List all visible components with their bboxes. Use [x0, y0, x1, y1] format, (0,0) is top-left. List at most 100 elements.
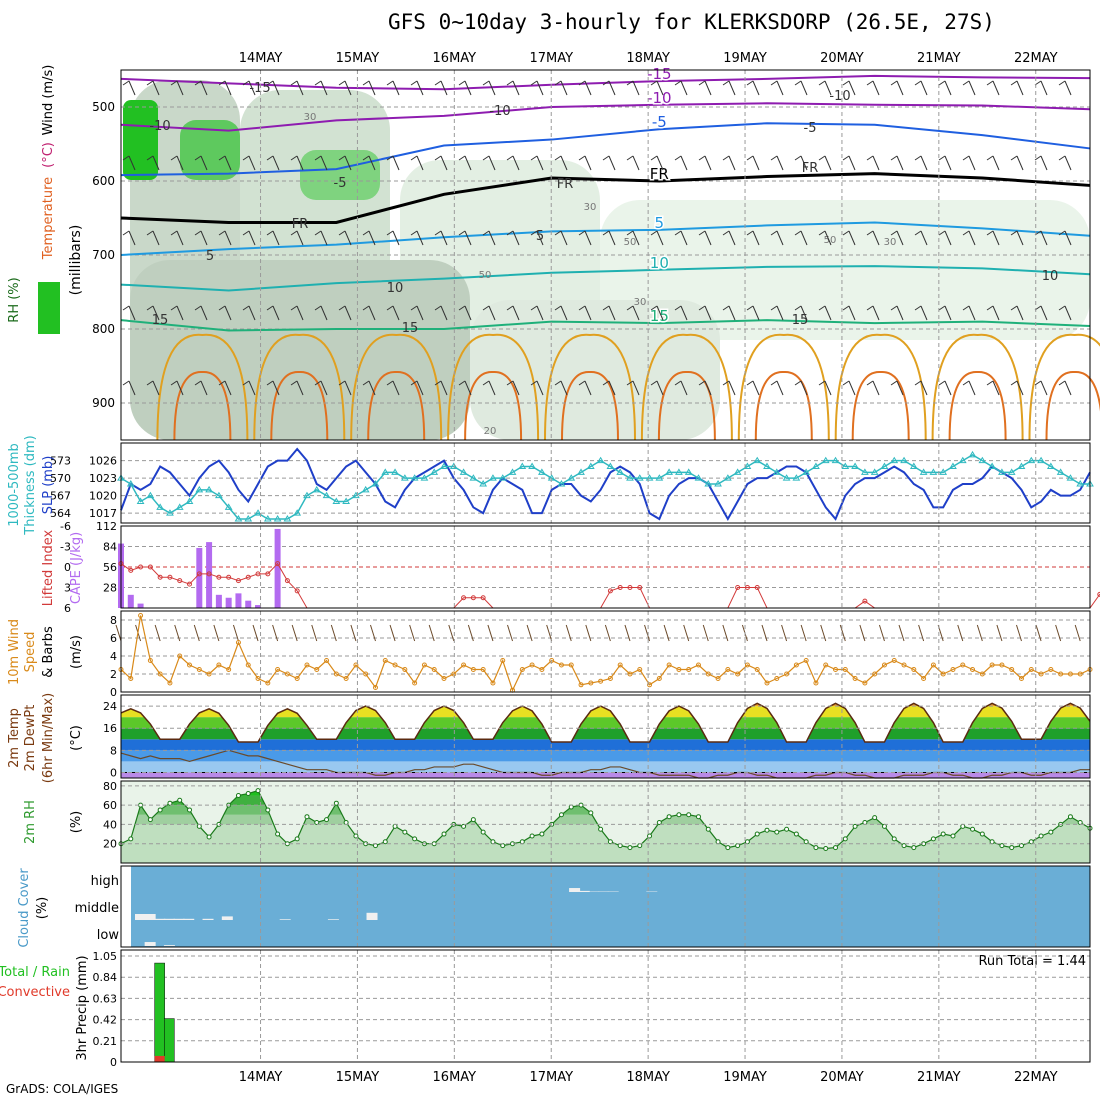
wind-barb — [314, 80, 322, 86]
surface-temp-contour — [253, 333, 346, 441]
surface-temp-contour — [851, 370, 910, 441]
cloud-bar — [327, 919, 339, 920]
wind-speed-point — [500, 658, 506, 663]
wind-barb — [800, 380, 808, 396]
wind-barb — [776, 230, 784, 246]
li-tick-label: 6 — [64, 602, 71, 615]
li-point — [480, 595, 486, 601]
temp-band — [121, 717, 1090, 729]
wind-barb — [794, 305, 802, 311]
wind-barb — [584, 305, 592, 321]
wind-barb — [458, 380, 466, 386]
contour-label-extra: 30 — [634, 297, 647, 308]
wind-barb — [914, 380, 922, 386]
wind-speed-point — [872, 671, 878, 677]
surface-wind-barb — [683, 624, 690, 642]
wind-barb — [746, 380, 754, 386]
thickness-point — [596, 456, 605, 464]
wind-barb — [224, 155, 232, 171]
wind-barb — [224, 80, 232, 96]
rh-point — [881, 823, 887, 829]
wind-barb — [152, 305, 160, 321]
wind-speed-point — [598, 678, 604, 684]
wind-barb — [146, 230, 154, 236]
wind-barb — [338, 305, 346, 311]
rh-point — [960, 823, 966, 829]
wind-barb — [296, 80, 304, 96]
rh-point — [196, 823, 202, 829]
wind-barb — [560, 80, 568, 96]
wind10m-label: 10m Wind — [7, 619, 22, 685]
wind-barb — [824, 305, 832, 321]
li-point — [627, 585, 633, 590]
wind-barb — [554, 305, 562, 311]
wind-barb — [1040, 155, 1048, 171]
wind-barb — [488, 230, 496, 246]
thickness-point — [772, 468, 781, 475]
wind-barb — [650, 380, 658, 386]
rh-point — [402, 829, 408, 835]
wind-speed-point — [206, 671, 212, 677]
cape-bar — [255, 605, 262, 608]
thickness-point — [1007, 468, 1016, 475]
surface-wind-barb — [370, 624, 376, 642]
thickness-point — [205, 485, 213, 493]
wind-barb — [554, 380, 562, 386]
cloud-unit-label: (%) — [35, 897, 50, 920]
rh-point — [265, 807, 271, 813]
contour-label-extra: 5 — [536, 229, 544, 244]
li-point — [147, 564, 153, 570]
wind-barb — [626, 155, 634, 161]
wind-barb — [272, 155, 280, 171]
wind-barb — [938, 80, 946, 86]
surface-wind-barb — [957, 624, 964, 642]
rh-point — [813, 845, 819, 851]
wind-barb — [920, 155, 928, 171]
wind-barb — [362, 155, 370, 161]
thickness-point — [655, 474, 664, 481]
li-point — [245, 574, 251, 580]
wind-speed-point — [705, 671, 711, 677]
thickness-point — [254, 509, 262, 516]
wind-barb — [800, 305, 808, 321]
thickness-point — [694, 474, 703, 481]
rh-point — [255, 788, 261, 794]
thickness-point — [381, 468, 390, 475]
wind-barb — [392, 305, 400, 321]
rh-point — [187, 807, 193, 813]
wind-barb — [944, 80, 952, 96]
wind10m-speed-label: Speed — [23, 632, 38, 673]
cloud-bar — [163, 945, 175, 946]
temperature-contour — [120, 319, 1091, 332]
wind-barb — [914, 80, 922, 86]
wind-barb — [602, 305, 610, 311]
wind-barb — [890, 230, 898, 236]
wind-barb — [938, 380, 946, 386]
slp-tick-label: 1026 — [89, 455, 117, 468]
contour-label-extra: 15 — [152, 313, 169, 328]
wind-barb — [770, 155, 778, 161]
thickness-point — [303, 491, 311, 499]
wind-barb — [584, 155, 592, 171]
wind-speed-point — [578, 682, 584, 688]
wind-barb — [290, 305, 298, 311]
date-label-top: 20MAY — [820, 51, 864, 66]
cape-bar — [274, 528, 281, 608]
surface-wind-barb — [487, 624, 494, 642]
surface-wind-barb — [800, 624, 807, 642]
wind-barb — [968, 155, 976, 171]
wind-barb — [296, 305, 304, 321]
thickness-point — [146, 491, 155, 499]
wind-barb — [362, 380, 370, 386]
thickness-point — [214, 491, 223, 499]
wind-barb — [800, 80, 808, 96]
wind-barb — [320, 380, 328, 396]
li-point — [862, 598, 868, 604]
wind-barb — [674, 230, 682, 236]
wind-barb — [704, 305, 712, 321]
cape-tick-label: 28 — [103, 582, 117, 595]
thickness-point — [518, 462, 527, 469]
wind-barb — [986, 305, 994, 311]
thickness-point — [890, 456, 899, 464]
surface-wind-barb — [722, 624, 729, 642]
